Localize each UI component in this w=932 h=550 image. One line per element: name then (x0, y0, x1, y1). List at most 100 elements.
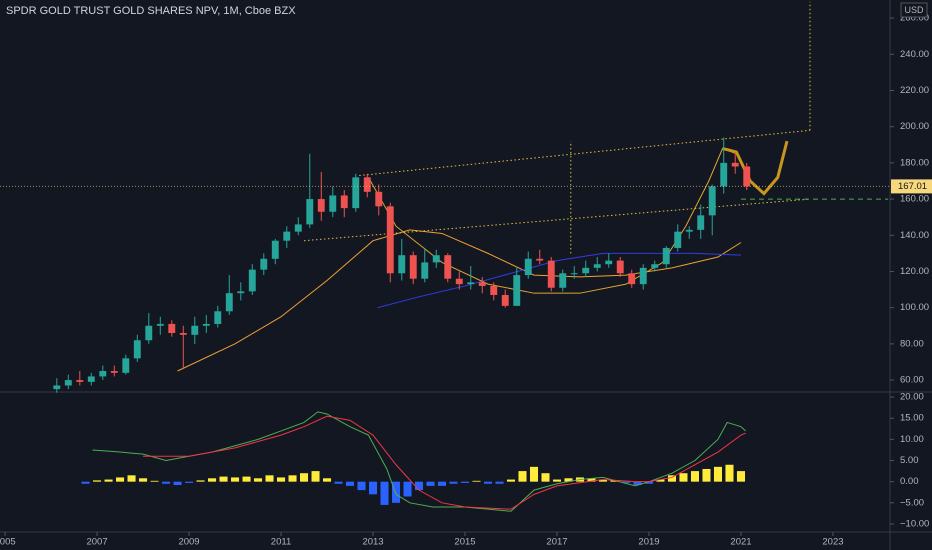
candle-body (329, 195, 337, 212)
histogram-bar (667, 475, 677, 482)
candle-body (731, 162, 739, 167)
candle-body (110, 371, 118, 373)
histogram-bar (587, 478, 596, 482)
line-series (722, 140, 789, 196)
candle-body (87, 376, 95, 382)
candle-body (421, 262, 429, 279)
candle-body (237, 291, 245, 294)
histogram-bar (81, 481, 90, 484)
currency: USD (904, 5, 924, 15)
y-tick-label: 60.00 (900, 375, 924, 386)
y-tick-label: 5.00 (900, 455, 919, 466)
x-tick-label: 2005 (0, 537, 16, 548)
histogram-bar (334, 481, 343, 484)
candle-body (708, 186, 716, 216)
histogram-bar (679, 473, 688, 482)
histogram-bar (311, 471, 320, 482)
histogram-bar (552, 479, 562, 482)
candle-body (628, 273, 636, 285)
candle-body (605, 260, 613, 265)
histogram-bar (150, 480, 159, 482)
x-tick-label: 2007 (86, 537, 107, 548)
candle-body (536, 258, 544, 261)
histogram-bar (725, 464, 734, 482)
candle-body (202, 323, 210, 326)
y-tick-label: 160.00 (900, 194, 929, 205)
candle-body (260, 258, 268, 270)
y-tick-label: 20.00 (900, 392, 924, 403)
candle-body (168, 323, 176, 334)
y-tick-label: 240.00 (900, 49, 929, 60)
histogram-bar (472, 480, 481, 482)
candle-body (674, 231, 682, 248)
y-tick-label: 120.00 (900, 266, 929, 277)
histogram-bar (322, 478, 332, 482)
line-series (377, 252, 741, 309)
histogram-bar (633, 481, 642, 486)
x-tick-label: 2017 (546, 537, 567, 548)
candle-body (513, 275, 521, 306)
candle-body (478, 282, 486, 286)
candle-body (133, 340, 141, 359)
histogram-bar (736, 471, 746, 482)
histogram-bar (702, 468, 711, 482)
candle-body (651, 264, 659, 268)
candle-body (340, 195, 348, 209)
histogram-bar (483, 481, 493, 484)
candle-body (720, 162, 728, 187)
candle-body (317, 199, 325, 212)
candle-body (662, 247, 670, 265)
y-tick-label: 15.00 (900, 413, 924, 424)
candle-body (685, 229, 693, 232)
line-series (143, 415, 746, 510)
candle-body (409, 255, 417, 279)
histogram-bar (610, 480, 619, 482)
candle-body (570, 273, 578, 275)
histogram-bar (403, 481, 412, 497)
candle-body (271, 240, 279, 259)
candle-body (53, 385, 61, 390)
x-tick-label: 2019 (638, 537, 659, 548)
histogram-bar (345, 481, 355, 486)
candle-body (156, 323, 164, 326)
histogram-bar (254, 478, 263, 482)
last-price-label: 167.01 (898, 181, 927, 192)
candle-body (99, 371, 107, 377)
histogram-bar (529, 466, 539, 482)
y-tick-label: 0.00 (900, 476, 919, 487)
histogram-bar (368, 481, 378, 495)
candle-body (64, 380, 72, 386)
histogram-bar (449, 481, 458, 484)
histogram-bar (518, 471, 527, 482)
y-tick-label: 180.00 (900, 157, 929, 168)
candle-body (444, 255, 452, 279)
candle-body (225, 293, 233, 312)
histogram-bar (277, 477, 286, 482)
candle-body (375, 191, 383, 207)
histogram-bar (414, 481, 424, 491)
candle-body (76, 380, 84, 382)
histogram-bar (460, 481, 470, 483)
line-series (92, 411, 746, 512)
histogram-bar (231, 477, 240, 482)
histogram-bar (139, 478, 148, 482)
line-series (177, 229, 742, 372)
histogram-bar (127, 475, 136, 482)
candle-body (214, 311, 222, 324)
histogram-bar (541, 473, 550, 482)
histogram-bar (93, 480, 102, 482)
y-tick-label: 220.00 (900, 85, 929, 96)
candle-body (593, 264, 601, 268)
y-tick-label: 260.00 (900, 13, 929, 24)
candle-body (306, 199, 314, 225)
candle-body (386, 206, 394, 274)
histogram-bar (506, 479, 516, 482)
x-tick-label: 2011 (271, 537, 291, 548)
histogram-bar (598, 479, 608, 482)
histogram-bar (116, 477, 125, 482)
histogram-bar (656, 479, 665, 482)
candle-body (145, 325, 153, 341)
histogram-bar (437, 481, 447, 486)
histogram-bar (242, 476, 251, 482)
